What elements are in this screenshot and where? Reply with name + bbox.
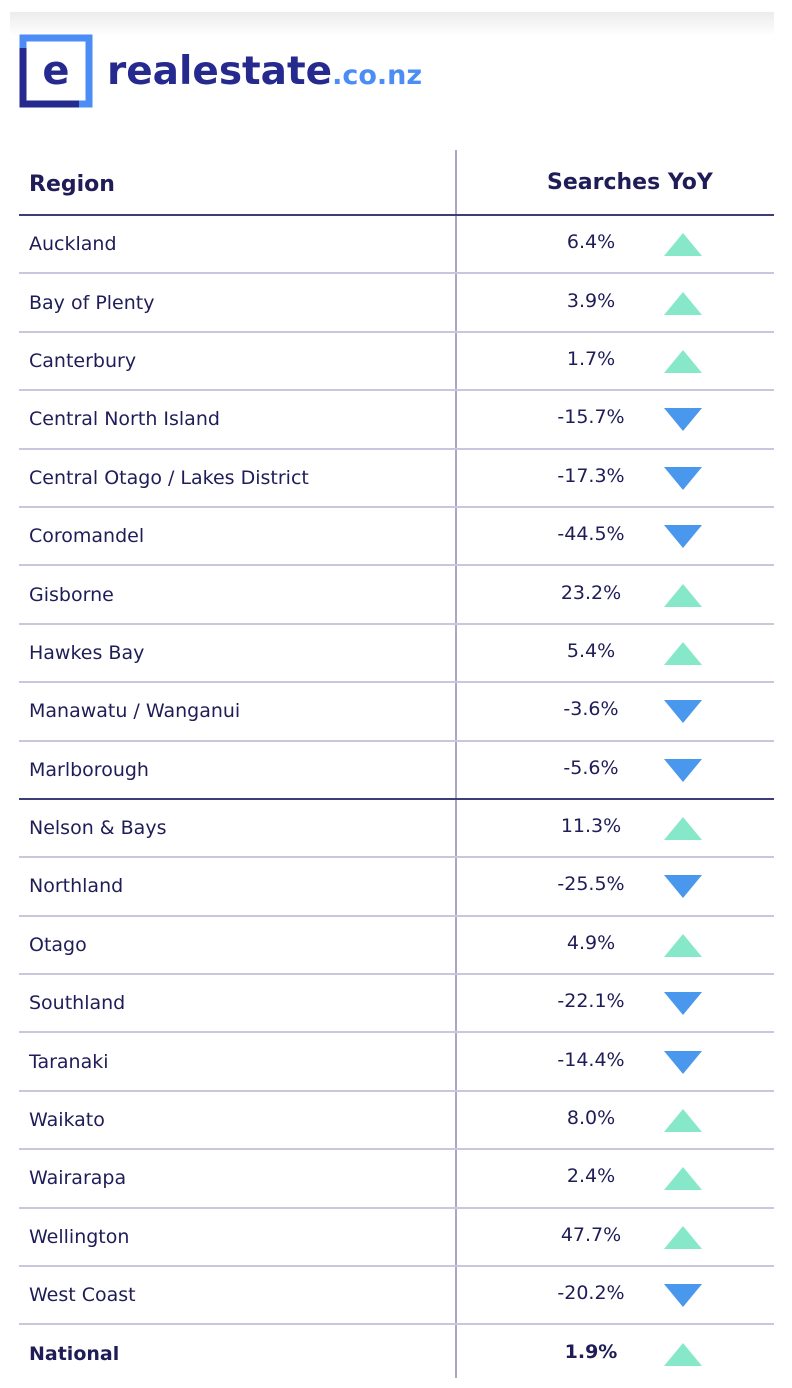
table-row: West Coast -20.2% — [19, 1267, 774, 1326]
table-row: Wairarapa 2.4% — [19, 1150, 774, 1209]
searches-yoy-value: -15.7% — [557, 406, 625, 429]
trend-up-icon — [662, 1163, 704, 1193]
trend-down-icon — [662, 1047, 704, 1077]
trend-up-icon — [662, 1339, 704, 1369]
searches-yoy-value: -3.6% — [563, 698, 619, 721]
table-row: Bay of Plenty 3.9% — [19, 274, 774, 333]
table-row: Hawkes Bay 5.4% — [19, 625, 774, 684]
region-name: Marlborough — [29, 758, 149, 781]
trend-up-icon — [662, 580, 704, 610]
trend-up-icon — [662, 638, 704, 668]
table-row: Central Otago / Lakes District -17.3% — [19, 450, 774, 508]
region-name: Northland — [29, 875, 124, 898]
trend-down-icon — [662, 696, 704, 726]
logo-wordmark: realestate .co.nz — [107, 49, 422, 94]
region-name: Coromandel — [29, 525, 145, 548]
searches-yoy-value: -22.1% — [557, 990, 625, 1013]
table-row: Marlborough -5.6% — [19, 742, 774, 800]
region-name: National — [29, 1342, 120, 1365]
searches-yoy-value: -5.6% — [563, 756, 619, 779]
header-searches-yoy: Searches YoY — [547, 170, 713, 195]
searches-yoy-value: 1.7% — [566, 348, 616, 371]
searches-yoy-value: 3.9% — [566, 289, 616, 312]
logo-glyph: e — [42, 48, 69, 94]
region-name: West Coast — [29, 1284, 136, 1307]
trend-down-icon — [662, 521, 704, 551]
trend-up-icon — [662, 930, 704, 960]
header-region: Region — [29, 172, 115, 197]
trend-up-icon — [662, 229, 704, 259]
trend-up-icon — [662, 813, 704, 843]
trend-down-icon — [662, 463, 704, 493]
table-row: Waikato 8.0% — [19, 1092, 774, 1151]
region-name: Bay of Plenty — [29, 291, 155, 314]
region-name: Wellington — [29, 1225, 130, 1248]
searches-yoy-value: -14.4% — [557, 1048, 625, 1071]
trend-down-icon — [662, 404, 704, 434]
table-row: Gisborne 23.2% — [19, 566, 774, 625]
searches-yoy-value: -25.5% — [557, 873, 625, 896]
searches-yoy-value: 5.4% — [566, 640, 616, 663]
region-name: Canterbury — [29, 349, 137, 372]
searches-yoy-value: 6.4% — [566, 231, 616, 254]
trend-down-icon — [662, 1280, 704, 1310]
searches-yoy-value: 8.0% — [566, 1107, 616, 1130]
searches-yoy-value: -17.3% — [557, 464, 625, 487]
region-name: Taranaki — [29, 1050, 109, 1073]
logo-mark-icon: e — [19, 34, 93, 108]
searches-table: Region Searches YoY Auckland 6.4% Bay of P… — [19, 150, 774, 1382]
searches-yoy-value: -44.5% — [557, 523, 625, 546]
table-row: Nelson & Bays 11.3% — [19, 800, 774, 859]
region-name: Hawkes Bay — [29, 641, 145, 664]
region-name: Southland — [29, 992, 126, 1015]
table-row: Coromandel -44.5% — [19, 508, 774, 567]
trend-down-icon — [662, 988, 704, 1018]
region-name: Central Otago / Lakes District — [29, 466, 309, 489]
region-name: Manawatu / Wanganui — [29, 700, 241, 723]
searches-yoy-value: 4.9% — [566, 932, 616, 955]
region-name: Otago — [29, 933, 87, 956]
table-row: Manawatu / Wanganui -3.6% — [19, 683, 774, 742]
table-row: National 1.9% — [19, 1325, 774, 1381]
column-divider — [455, 150, 457, 1378]
trend-up-icon — [662, 288, 704, 318]
region-name: Nelson & Bays — [29, 817, 167, 840]
table-body: Auckland 6.4% Bay of Plenty 3.9% Canterbury 1… — [19, 216, 774, 1382]
region-name: Waikato — [29, 1109, 105, 1132]
searches-yoy-value: 23.2% — [560, 581, 622, 604]
region-name: Central North Island — [29, 408, 220, 431]
logo-name: realestate — [107, 48, 333, 94]
table-row: Northland -25.5% — [19, 858, 774, 917]
trend-up-icon — [662, 1105, 704, 1135]
table-row: Canterbury 1.7% — [19, 333, 774, 392]
trend-down-icon — [662, 755, 704, 785]
table-header: Region Searches YoY — [19, 150, 774, 216]
trend-up-icon — [662, 346, 704, 376]
searches-yoy-value: 2.4% — [566, 1165, 616, 1188]
table-row: Southland -22.1% — [19, 975, 774, 1034]
table-row: Otago 4.9% — [19, 917, 774, 976]
realestate-logo[interactable]: e realestate .co.nz — [19, 33, 422, 109]
searches-yoy-value: 11.3% — [560, 815, 622, 838]
region-name: Wairarapa — [29, 1167, 127, 1190]
region-name: Auckland — [29, 233, 117, 256]
searches-yoy-value: 1.9% — [564, 1340, 618, 1363]
table-row: Taranaki -14.4% — [19, 1033, 774, 1092]
region-name: Gisborne — [29, 583, 114, 606]
trend-down-icon — [662, 871, 704, 901]
searches-yoy-value: -20.2% — [557, 1282, 625, 1305]
top-shadow-bar — [10, 12, 774, 36]
trend-up-icon — [662, 1222, 704, 1252]
table-row: Wellington 47.7% — [19, 1209, 774, 1268]
table-row: Central North Island -15.7% — [19, 391, 774, 450]
logo-tld: .co.nz — [332, 59, 423, 91]
searches-yoy-value: 47.7% — [560, 1224, 622, 1247]
table-row: Auckland 6.4% — [19, 216, 774, 275]
